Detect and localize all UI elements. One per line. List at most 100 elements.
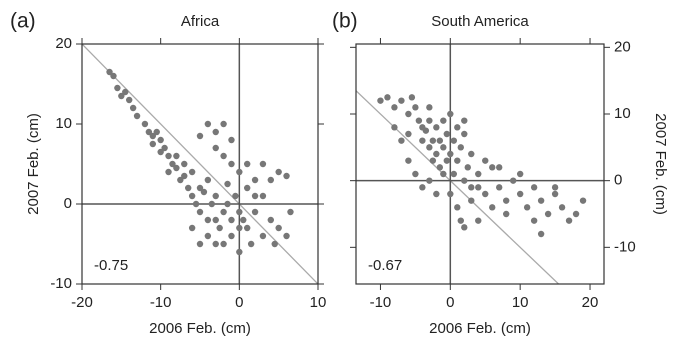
x-tick-label: -10 xyxy=(150,294,172,311)
x-axis-label: 2006 Feb. (cm) xyxy=(429,320,531,337)
point xyxy=(551,190,559,198)
point xyxy=(157,148,164,156)
point xyxy=(177,176,184,184)
point xyxy=(468,184,475,191)
point xyxy=(192,200,200,208)
point xyxy=(440,170,447,178)
point xyxy=(454,124,461,131)
point xyxy=(283,232,290,240)
point xyxy=(461,224,468,231)
point xyxy=(419,184,426,191)
point xyxy=(200,188,208,196)
point xyxy=(419,137,426,144)
point xyxy=(516,190,524,198)
point xyxy=(422,127,430,134)
point xyxy=(482,190,489,198)
point xyxy=(551,184,559,191)
point xyxy=(405,130,412,138)
correlation-annotation: -0.75 xyxy=(94,257,128,274)
point xyxy=(454,157,461,164)
point xyxy=(496,184,503,191)
y-tick-label: -10 xyxy=(50,275,72,292)
point xyxy=(157,136,164,144)
point xyxy=(106,68,113,76)
point xyxy=(212,128,219,136)
point xyxy=(283,172,290,180)
point xyxy=(129,104,137,112)
point xyxy=(530,217,538,224)
correlation-annotation: -0.67 xyxy=(368,257,402,274)
y-axis-label: 2007 Feb. (cm) xyxy=(652,113,669,215)
point xyxy=(377,97,384,104)
point xyxy=(516,170,524,178)
point xyxy=(196,184,204,192)
point xyxy=(523,204,531,211)
point xyxy=(509,177,517,184)
point xyxy=(544,210,552,218)
point xyxy=(482,157,489,164)
point xyxy=(259,192,267,200)
point xyxy=(220,120,227,128)
point xyxy=(436,137,444,144)
x-tick-label: -20 xyxy=(71,294,93,311)
point xyxy=(267,216,274,224)
panel-label: (b) xyxy=(332,10,358,33)
point xyxy=(454,204,461,211)
point xyxy=(267,176,274,184)
point xyxy=(165,152,172,160)
point xyxy=(173,164,180,172)
reference-line xyxy=(82,44,318,284)
point xyxy=(433,124,440,131)
x-tick-label: 10 xyxy=(512,294,529,311)
point xyxy=(405,110,412,118)
point xyxy=(461,117,468,124)
point xyxy=(169,160,176,168)
point xyxy=(204,176,212,184)
point xyxy=(447,150,454,158)
point xyxy=(391,124,398,131)
x-tick-label: 20 xyxy=(582,294,599,311)
point xyxy=(259,160,267,168)
reference-line xyxy=(356,90,560,284)
point xyxy=(251,176,259,184)
point xyxy=(251,192,259,200)
y-axis-label: 2007 Feb. (cm) xyxy=(25,113,42,215)
point xyxy=(149,132,156,140)
point xyxy=(133,112,141,120)
point xyxy=(244,184,251,192)
y-tick-label: 0 xyxy=(64,195,72,212)
point xyxy=(457,144,464,151)
x-tick-label: -10 xyxy=(370,294,392,311)
point xyxy=(173,152,180,160)
point xyxy=(110,72,117,80)
plot-frame xyxy=(355,43,605,285)
point xyxy=(475,184,482,191)
point xyxy=(450,170,458,178)
point xyxy=(433,190,440,198)
point xyxy=(412,170,419,178)
point xyxy=(188,192,196,200)
point xyxy=(212,216,219,224)
point xyxy=(145,128,153,136)
point xyxy=(118,92,125,100)
point xyxy=(426,104,433,111)
point xyxy=(212,240,219,248)
point xyxy=(126,96,133,104)
point xyxy=(122,88,129,96)
point xyxy=(572,210,580,218)
point xyxy=(236,208,243,216)
point xyxy=(468,197,475,204)
point xyxy=(537,230,545,238)
point xyxy=(196,240,204,248)
point xyxy=(247,240,255,248)
point xyxy=(384,94,391,101)
point xyxy=(188,224,196,232)
point xyxy=(579,197,587,204)
point xyxy=(208,200,215,208)
point xyxy=(212,144,219,152)
point xyxy=(244,160,251,168)
point xyxy=(224,200,231,208)
point xyxy=(443,130,451,138)
x-tick-label: 0 xyxy=(446,294,454,311)
x-axis-label: 2006 Feb. (cm) xyxy=(149,320,251,337)
